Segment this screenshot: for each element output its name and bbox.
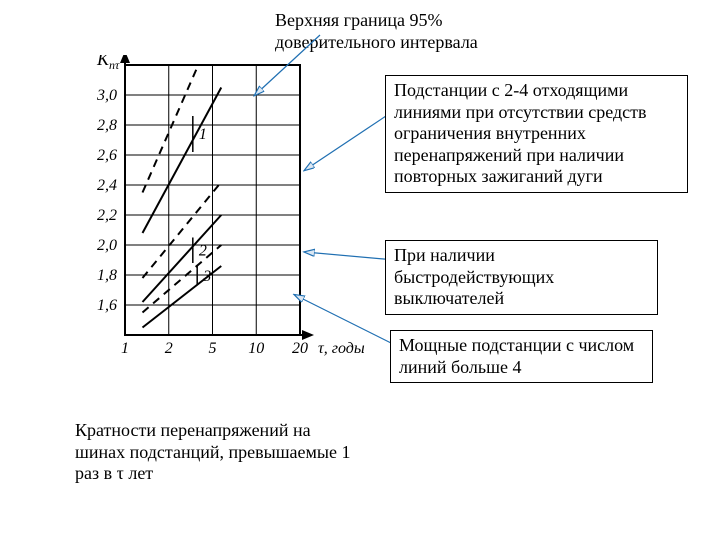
page-root: Верхняя граница 95% доверительного интер…	[0, 0, 720, 540]
figure-caption: Кратности перенапряжений на шинах подста…	[75, 420, 355, 485]
annotation-box-3: Мощные подстанции с числом линий больше …	[390, 330, 653, 383]
annotation-box-2: При наличии быстродействующих выключател…	[385, 240, 658, 315]
annotation-box-1: Подстанции с 2-4 отходящими линиями при …	[385, 75, 688, 193]
